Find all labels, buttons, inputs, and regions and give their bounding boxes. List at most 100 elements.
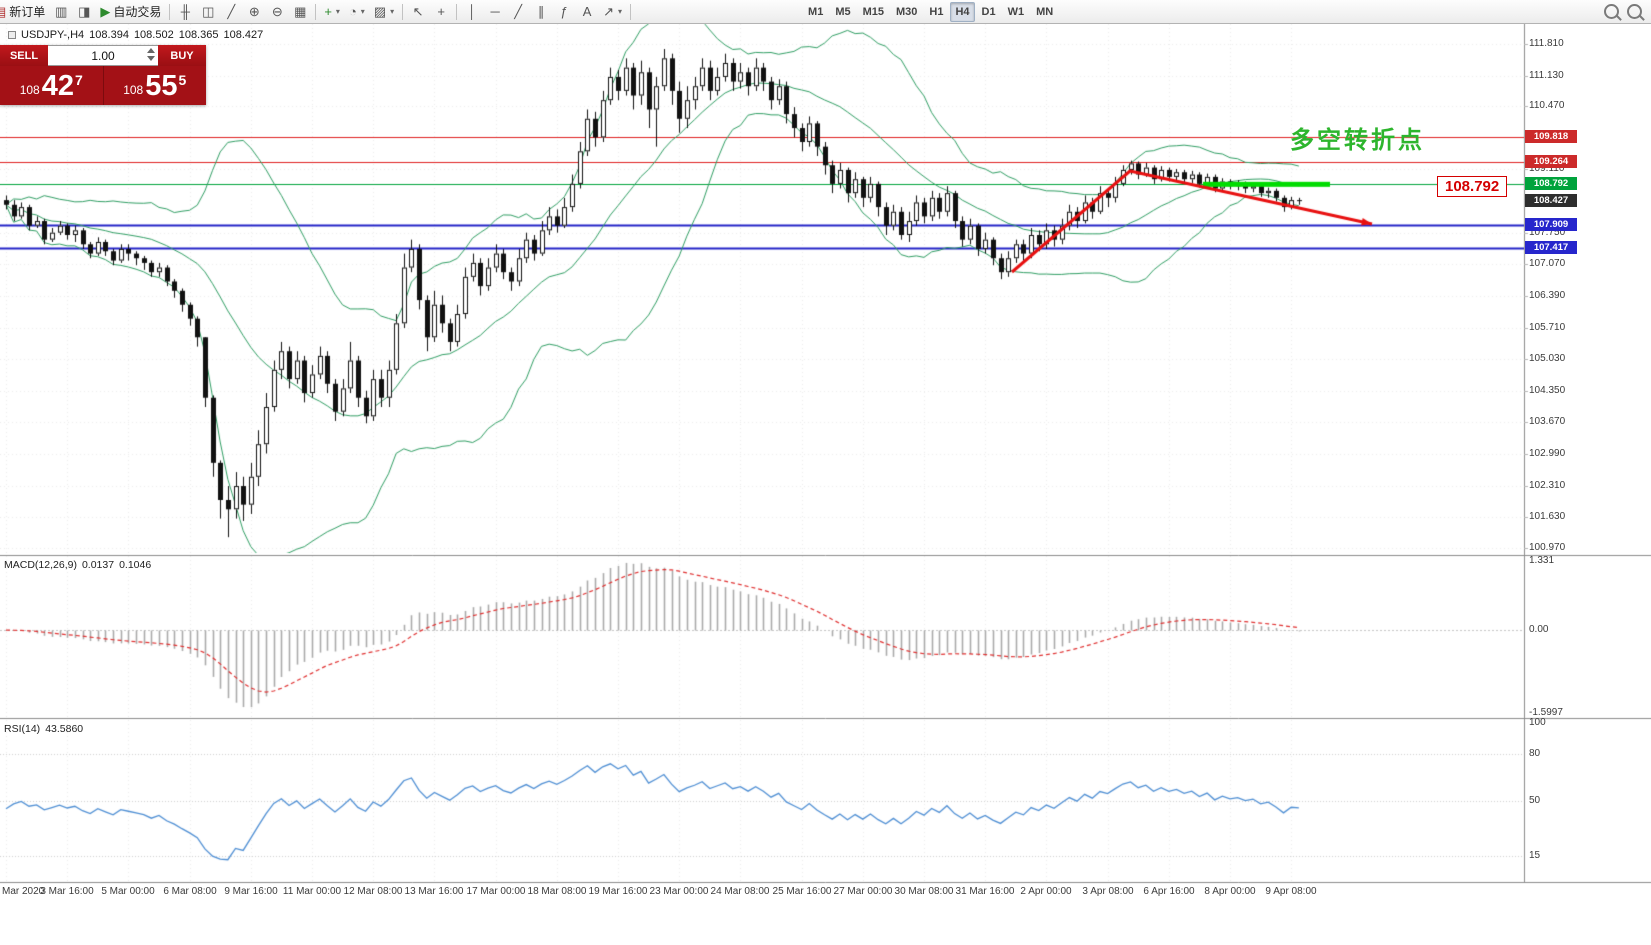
- price-axis-label: 101.630: [1529, 511, 1566, 522]
- candlestick-icon: ◫: [202, 4, 215, 19]
- template-icon: ▨: [373, 4, 387, 19]
- toolbar-separator: [456, 3, 458, 20]
- price-level-tag: 108.792: [1437, 176, 1508, 197]
- timeframe-mn-button[interactable]: MN: [1031, 2, 1058, 22]
- timeframe-d1-button[interactable]: D1: [977, 2, 1001, 22]
- macd-value-main: 0.0137: [81, 559, 115, 571]
- macd-axis-label: 1.331: [1529, 555, 1555, 566]
- dropdown-arrow-icon: ▾: [618, 7, 623, 16]
- fibonacci-button[interactable]: ƒ: [553, 2, 575, 22]
- date-axis-label: 9 Mar 16:00: [224, 886, 278, 897]
- auto-trading-icon: ▶: [100, 4, 111, 19]
- price-level-axis-tag: 107.417: [1525, 241, 1577, 254]
- dropdown-arrow-icon: ▾: [390, 7, 395, 16]
- toolbar-right-group: [1604, 4, 1648, 19]
- auto-trading-button[interactable]: ▶ 自动交易: [96, 2, 165, 22]
- timeframe-group: M1 M5 M15 M30 H1 H4 D1 W1 MN: [803, 1, 1058, 22]
- date-axis-label: 3 Apr 08:00: [1082, 886, 1134, 897]
- date-axis-label: 9 Apr 08:00: [1265, 886, 1317, 897]
- ohlc-low: 108.365: [178, 29, 219, 41]
- price-level-axis-tag: 107.909: [1525, 218, 1577, 231]
- bar-chart-type-button[interactable]: ╫: [174, 2, 196, 22]
- timeframe-m5-button[interactable]: M5: [830, 2, 855, 22]
- date-axis-label: 5 Mar 00:00: [101, 886, 155, 897]
- indicators-button[interactable]: + ▾: [320, 2, 344, 22]
- price-axis-label: 106.390: [1529, 290, 1566, 301]
- date-axis-label: 2 Apr 00:00: [1020, 886, 1072, 897]
- date-axis-label: 12 Mar 08:00: [343, 886, 403, 897]
- price-axis-label: 111.130: [1529, 70, 1564, 81]
- cursor-button[interactable]: ↖: [407, 2, 429, 22]
- data-window-button[interactable]: ◨: [73, 2, 95, 22]
- price-level-axis-tag: 109.818: [1525, 130, 1577, 143]
- timeframe-m30-button[interactable]: M30: [891, 2, 922, 22]
- arrows-button[interactable]: ↗ ▾: [599, 2, 626, 22]
- date-axis-label: 30 Mar 08:00: [894, 886, 954, 897]
- text-icon: A: [582, 4, 592, 19]
- sell-button[interactable]: SELL: [0, 45, 48, 66]
- timeframe-w1-button[interactable]: W1: [1003, 2, 1030, 22]
- buy-button[interactable]: BUY: [158, 45, 206, 66]
- buy-price-pips: 55: [145, 70, 178, 102]
- line-chart-type-button[interactable]: ╱: [220, 2, 242, 22]
- horizontal-line-button[interactable]: ─: [484, 2, 506, 22]
- toolbar-separator: [402, 3, 404, 20]
- zoom-out-button[interactable]: ⊖: [266, 2, 288, 22]
- arrow-tool-icon: ↗: [603, 4, 615, 19]
- current-price-axis-tag: 108.427: [1525, 194, 1577, 207]
- cursor-icon: ↖: [412, 4, 424, 19]
- date-axis-label: 11 Mar 00:00: [282, 886, 342, 897]
- tile-windows-button[interactable]: ▦: [289, 2, 311, 22]
- macd-axis-label: -1.5997: [1529, 707, 1563, 718]
- timeframe-m1-button[interactable]: M1: [803, 2, 828, 22]
- crosshair-button[interactable]: +: [430, 2, 452, 22]
- zoom-out-icon: ⊖: [271, 4, 283, 19]
- vertical-line-button[interactable]: │: [461, 2, 483, 22]
- periods-button[interactable]: ◔ ▾: [345, 2, 369, 22]
- trendline-button[interactable]: ╱: [507, 2, 529, 22]
- toolbar-separator: [169, 3, 171, 20]
- profiles-button[interactable]: ▥: [50, 2, 72, 22]
- buy-price-button[interactable]: 108 55 5: [103, 66, 206, 105]
- price-axis-label: 103.670: [1529, 416, 1566, 427]
- candlestick-type-button[interactable]: ◫: [197, 2, 219, 22]
- date-axis-label: 19 Mar 16:00: [588, 886, 648, 897]
- volume-input[interactable]: 1.00: [48, 45, 158, 66]
- channel-button[interactable]: ∥: [530, 2, 552, 22]
- toolbar-separator: [315, 3, 317, 20]
- price-axis-label: 107.070: [1529, 258, 1566, 269]
- price-axis-label: 105.710: [1529, 322, 1566, 333]
- volume-value: 1.00: [91, 48, 115, 63]
- line-chart-icon: ╱: [227, 4, 236, 19]
- text-button[interactable]: A: [576, 2, 598, 22]
- volume-spinner[interactable]: [147, 48, 155, 61]
- date-axis-label: 25 Mar 16:00: [772, 886, 832, 897]
- new-order-button[interactable]: ▤新订单: [0, 2, 49, 22]
- date-axis-label: 27 Mar 00:00: [833, 886, 893, 897]
- templates-button[interactable]: ▨ ▾: [370, 2, 398, 22]
- rsi-axis-label: 50: [1529, 795, 1541, 806]
- zoom-in-button[interactable]: ⊕: [243, 2, 265, 22]
- macd-header: MACD(12,26,9) 0.0137 0.1046: [4, 559, 151, 571]
- buy-price-whole: 108: [123, 83, 144, 97]
- timeframe-h1-button[interactable]: H1: [924, 2, 948, 22]
- sell-price-whole: 108: [19, 83, 40, 97]
- toolbar: ▤新订单▥◨▶自动交易╫◫╱⊕⊖▦+▾◔▾▨▾↖+│─╱∥ƒA↗▾M1M5M15…: [0, 0, 1651, 24]
- price-axis-label: 110.470: [1529, 100, 1565, 111]
- price-level-axis-tag: 108.792: [1525, 177, 1577, 190]
- rsi-header: RSI(14) 43.5860: [4, 723, 83, 735]
- community-icon[interactable]: [1627, 4, 1642, 19]
- search-icon[interactable]: [1604, 4, 1619, 19]
- rsi-axis-label: 80: [1529, 748, 1541, 759]
- price-level-axis-tag: 109.264: [1525, 155, 1577, 168]
- date-axis-label: 13 Mar 16:00: [404, 886, 464, 897]
- add-indicator-icon: +: [324, 4, 332, 19]
- sell-price-button[interactable]: 108 42 7: [0, 66, 104, 105]
- chart-header: USDJPY-,H4 108.394 108.502 108.365 108.4…: [8, 29, 263, 41]
- timeframe-h4-button[interactable]: H4: [950, 1, 975, 22]
- timeframe-m15-button[interactable]: M15: [858, 2, 889, 22]
- date-axis-label: 24 Mar 08:00: [710, 886, 770, 897]
- new-order-icon: ▤: [0, 5, 6, 18]
- price-axis-label: 107.750: [1529, 227, 1566, 238]
